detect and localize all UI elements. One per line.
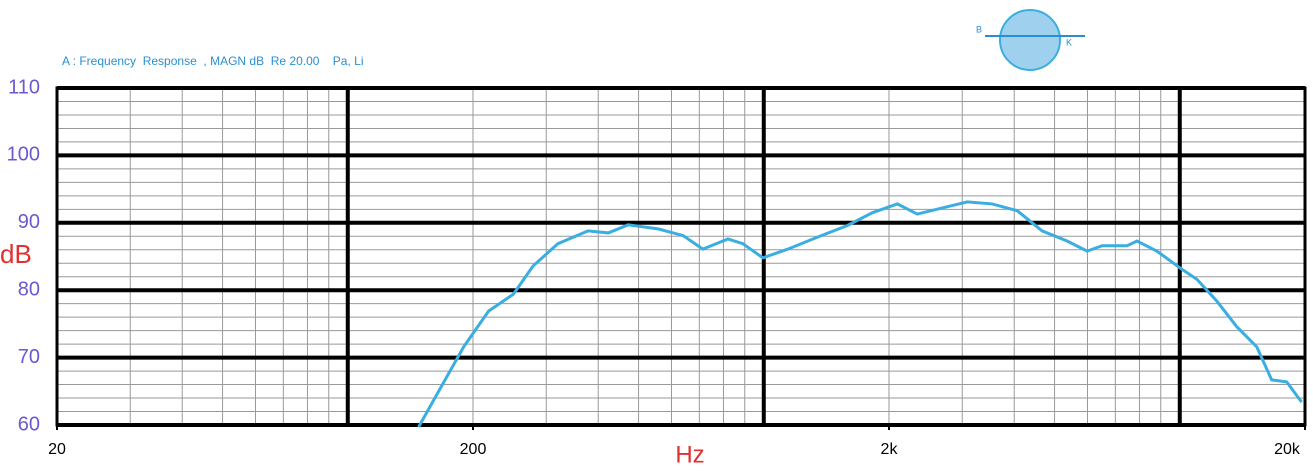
x-tick-label: 20 — [48, 441, 66, 458]
logo: B K — [976, 9, 1085, 71]
x-tick-label: 20k — [1274, 441, 1301, 458]
y-tick-label: 100 — [7, 144, 40, 166]
y-tick-label: 60 — [18, 413, 40, 435]
y-axis-label: dB — [0, 239, 32, 269]
chart-title: A : Frequency Response , MAGN dB Re 20.0… — [62, 54, 363, 68]
plot-border — [55, 86, 1307, 427]
x-tick-label: 200 — [460, 441, 487, 458]
logo-right: K — [1066, 37, 1072, 47]
logo-left: B — [976, 24, 982, 34]
x-tick-label: 2k — [881, 441, 899, 458]
y-tick-label: 90 — [18, 211, 40, 233]
logo-circle — [999, 9, 1061, 71]
y-tick-label: 110 — [8, 76, 40, 98]
response-line — [417, 200, 1303, 428]
y-tick-label: 80 — [18, 278, 40, 300]
x-axis-label: Hz — [675, 441, 704, 468]
y-tick-label: 70 — [18, 346, 40, 368]
